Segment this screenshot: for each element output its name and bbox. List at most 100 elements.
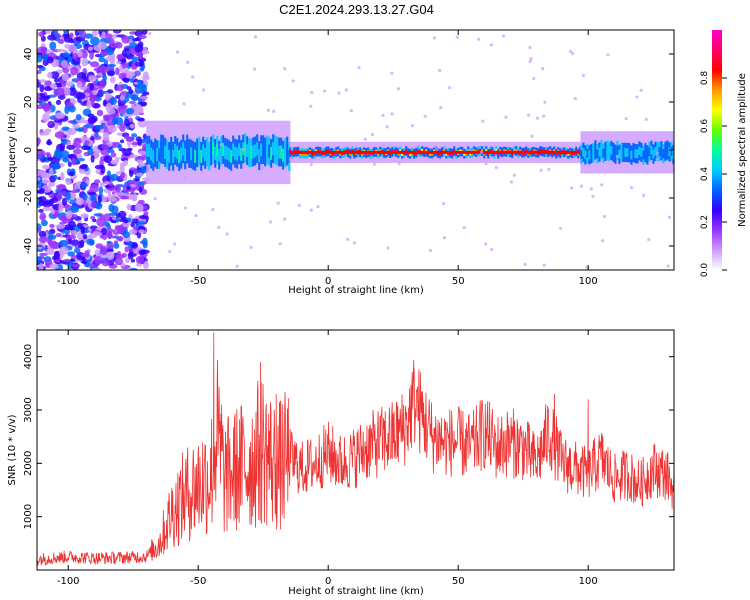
- spectrogram-cell: [655, 151, 660, 155]
- spectrogram-cell: [39, 212, 47, 221]
- spectrogram-cell: [642, 150, 645, 160]
- spectrogram-cell: [479, 150, 484, 154]
- spectrogram-cell: [80, 225, 85, 235]
- spectrogram-cell: [309, 104, 313, 108]
- spectrogram-cell: [225, 232, 229, 236]
- spectrogram-cell: [122, 231, 131, 239]
- spectrogram-cell: [130, 183, 136, 188]
- spectrogram-cell: [37, 70, 42, 75]
- spectrogram-cell: [528, 45, 532, 50]
- spectrogram-cell: [589, 187, 593, 191]
- spectrogram-cell: [128, 100, 136, 105]
- spectrogram-y-ticks: -40 -20 0 20 40: [23, 48, 674, 254]
- spectrogram-cell: [131, 56, 139, 62]
- spectrogram-cell: [234, 146, 237, 160]
- spectrogram-cell: [352, 241, 357, 245]
- spectrogram-cell: [558, 226, 563, 231]
- spectrogram-cell: [539, 168, 543, 172]
- spectrogram-cell: [109, 96, 117, 106]
- spectrogram-cell: [119, 195, 129, 200]
- spectrogram-cell: [624, 148, 627, 157]
- spectrogram-cell: [523, 262, 527, 266]
- spectrogram-cell: [99, 182, 105, 187]
- spectrogram-cell: [200, 149, 203, 163]
- spectrogram-cell: [484, 162, 488, 166]
- spectrogram-cell: [656, 147, 659, 156]
- spectrogram-cell: [547, 167, 551, 172]
- spectrogram-cell: [291, 79, 295, 83]
- spectrogram-cell: [186, 142, 189, 156]
- spectrogram-cell: [131, 94, 139, 102]
- spectrogram-cell: [113, 192, 123, 196]
- spectrogram-cell: [137, 41, 144, 48]
- snr-y-ticks: 1000 2000 3000 4000: [23, 344, 674, 529]
- spectrogram-cell: [57, 38, 64, 44]
- spectrogram-cell: [310, 90, 314, 95]
- spectrogram-cell: [100, 50, 109, 57]
- spectrogram-cell: [121, 252, 128, 258]
- spectrogram-cell: [662, 149, 665, 158]
- spectrogram-cell: [62, 157, 70, 163]
- spectrogram-cell: [92, 218, 97, 223]
- spectrogram-cell: [98, 41, 107, 50]
- spectrogram-cell: [138, 186, 143, 193]
- spectrogram-cell: [490, 247, 494, 252]
- spectrogram-cell: [82, 233, 88, 240]
- spectrogram-cell: [581, 73, 586, 78]
- spectrogram-cell: [95, 169, 101, 175]
- spectrogram-cell: [668, 147, 671, 157]
- spectrogram-cell: [39, 31, 45, 38]
- spectrogram-cell: [128, 229, 138, 235]
- spectrogram-cell: [81, 86, 88, 91]
- spectrogram-cell: [600, 145, 603, 155]
- spectrogram-cell: [79, 164, 88, 170]
- spectrogram-cell: [115, 213, 121, 218]
- spectrogram-cell: [109, 42, 119, 49]
- spectrogram-cell: [61, 59, 68, 69]
- spectrogram-cell: [60, 171, 65, 181]
- spectrogram-panel: -100 -50 0 50 100 -40 -20 0 20 40 Height of stra…: [7, 29, 675, 296]
- spectrogram-cell: [129, 42, 138, 48]
- spectrogram-cell: [130, 258, 136, 263]
- spectrogram-cell: [72, 148, 82, 155]
- spectrogram-cell: [67, 171, 75, 177]
- spectrogram-cell: [49, 41, 57, 51]
- spectrogram-cell: [504, 115, 508, 119]
- spectrogram-cell: [90, 97, 95, 107]
- spectrogram-cell: [658, 147, 661, 156]
- spectrogram-cell: [116, 132, 123, 136]
- spectrogram-cell: [235, 264, 239, 268]
- spectrogram-cell: [344, 88, 349, 92]
- spectrogram-cell: [53, 251, 60, 260]
- spectrogram-cell: [125, 136, 134, 143]
- spectrogram-cell: [222, 143, 225, 157]
- spectrogram-cell: [53, 150, 64, 159]
- spectrogram-cell: [108, 203, 115, 212]
- spectrogram-cell: [65, 178, 72, 186]
- spectrogram-cell: [158, 148, 161, 162]
- spectrogram-cell: [38, 209, 44, 213]
- spectrogram-cell: [282, 148, 285, 162]
- y-tick-label: 2000: [23, 451, 34, 476]
- spectrogram-cell: [667, 215, 672, 219]
- spectrogram-cell: [95, 243, 104, 249]
- spectrogram-cell: [44, 30, 51, 35]
- spectrogram-cell: [122, 148, 132, 157]
- spectrogram-cell: [66, 144, 76, 150]
- spectrogram-cell: [114, 257, 124, 266]
- spectrogram-cell: [216, 143, 219, 157]
- spectrogram-cell: [194, 149, 197, 163]
- spectrogram-cell: [346, 237, 350, 241]
- spectrogram-cell: [614, 149, 617, 159]
- spectrogram-cell: [63, 87, 71, 96]
- spectrogram-cell: [131, 133, 138, 138]
- spectrogram-cell: [42, 179, 50, 184]
- spectrogram-cell: [117, 106, 128, 114]
- spectrogram-cell: [37, 256, 42, 264]
- spectrogram-cell: [115, 67, 120, 76]
- spectrogram-cell: [586, 149, 589, 158]
- spectrogram-cell: [136, 83, 147, 90]
- spectrogram-cell: [71, 157, 76, 166]
- spectrogram-cell: [128, 169, 134, 177]
- spectrogram-heatmap: [37, 30, 674, 270]
